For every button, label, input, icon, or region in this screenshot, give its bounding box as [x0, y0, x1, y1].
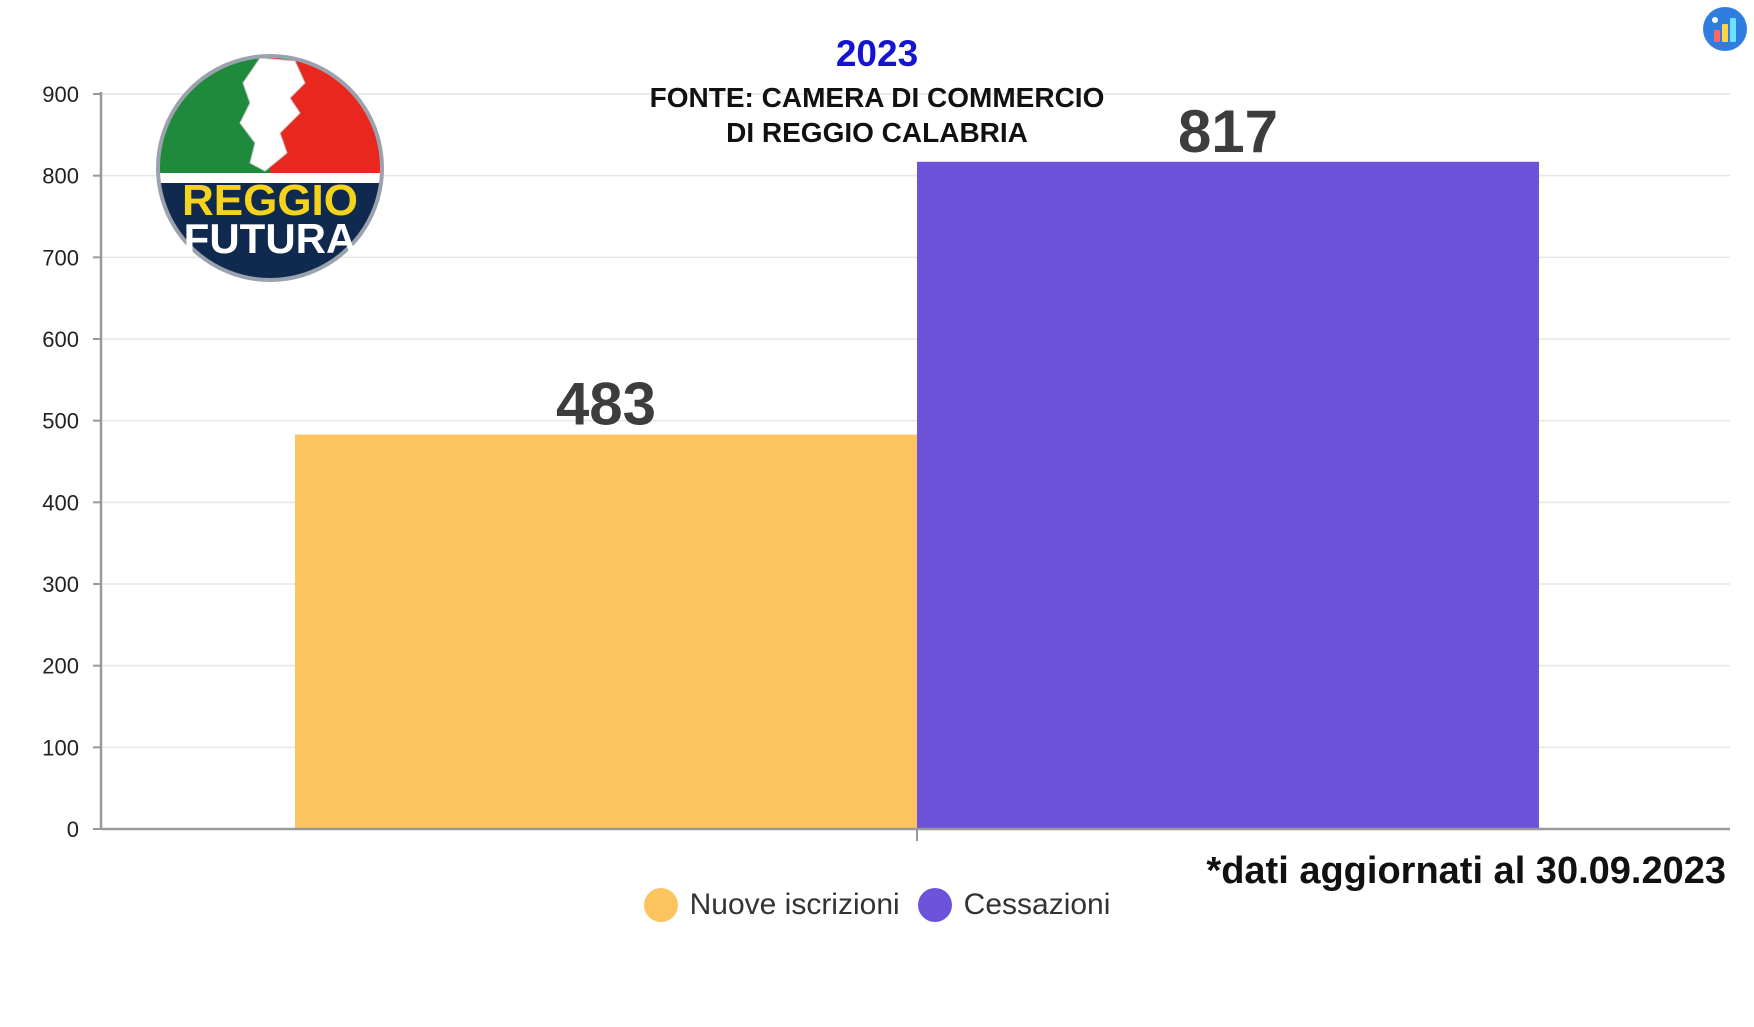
legend-swatch-nuove-iscrizioni [643, 888, 678, 922]
bars [295, 161, 1539, 830]
y-tick-label-0: 0 [67, 817, 79, 842]
legend-label-cessazioni: Cessazioni [963, 888, 1111, 921]
legend-swatch-cessazioni [917, 888, 952, 922]
legend: Nuove iscrizioni Cessazioni [0, 888, 1754, 922]
legend-label-nuove-iscrizioni: Nuove iscrizioni [689, 888, 900, 921]
y-tick-label-200: 200 [42, 654, 79, 679]
data-label-cessazioni: 817 [1178, 98, 1278, 165]
logo-line-1: REGGIO [182, 176, 358, 225]
y-tick-label-500: 500 [42, 409, 79, 434]
bar-cessazioni [917, 161, 1539, 830]
footnote: *dati aggiornati al 30.09.2023 [1206, 850, 1726, 892]
bar-nuove-iscrizioni [295, 434, 917, 829]
chart-app-icon [1703, 7, 1747, 51]
year-title: 2023 [835, 33, 919, 74]
y-tick-label-600: 600 [42, 327, 79, 352]
logo-line-2: FUTURA [184, 215, 357, 262]
data-label-nuove-iscrizioni: 483 [556, 371, 656, 438]
y-tick-labels: 0 100 200 300 400 500 600 700 800 900 [42, 82, 79, 842]
source-line-2: DI REGGIO CALABRIA [726, 117, 1028, 148]
y-tick-label-800: 800 [42, 164, 79, 189]
y-tick-label-700: 700 [42, 245, 79, 270]
y-tick-label-400: 400 [42, 490, 79, 515]
y-tick-label-100: 100 [42, 735, 79, 760]
reggio-futura-logo: REGGIO FUTURA [156, 54, 384, 282]
y-tick-label-300: 300 [42, 572, 79, 597]
data-labels: 483 817 [556, 98, 1278, 438]
axes [99, 92, 1730, 841]
y-tick-label-900: 900 [42, 82, 79, 107]
legend-item-nuove-iscrizioni: Nuove iscrizioni [643, 888, 900, 922]
legend-item-cessazioni: Cessazioni [917, 888, 1111, 922]
source-line-1: FONTE: CAMERA DI COMMERCIO [649, 82, 1105, 113]
